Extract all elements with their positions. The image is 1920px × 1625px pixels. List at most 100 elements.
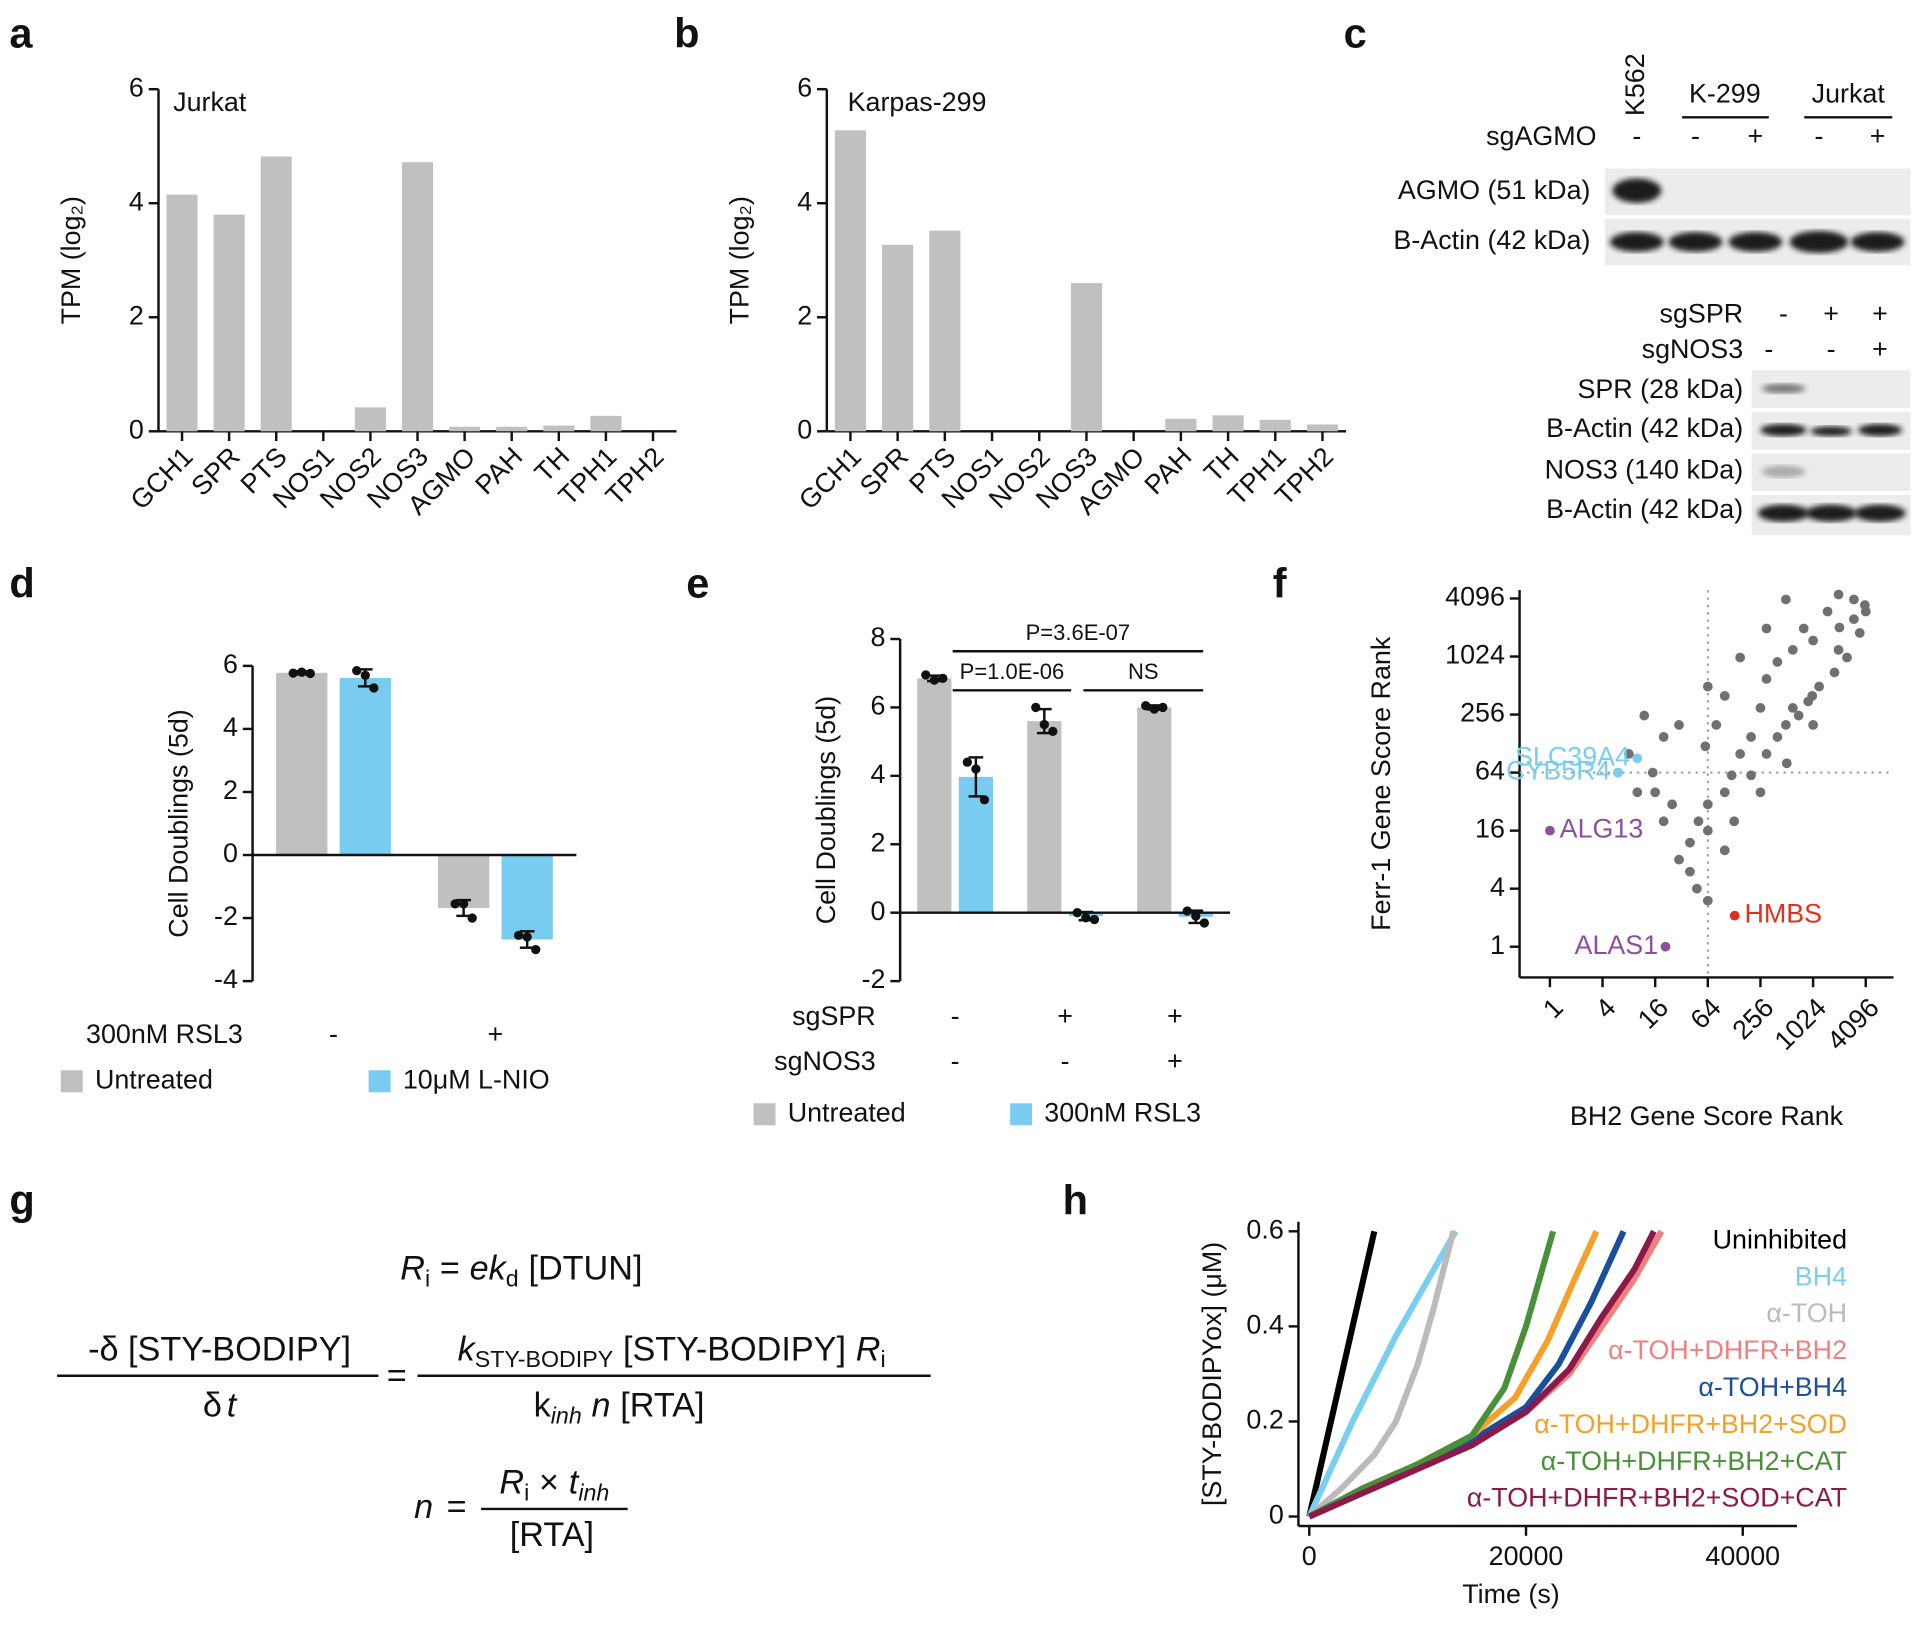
equation: Ri × tinh bbox=[499, 1464, 609, 1506]
data-point bbox=[531, 944, 541, 955]
equation: n bbox=[414, 1488, 433, 1526]
legend-label: Untreated bbox=[95, 1064, 213, 1094]
y-tick-label: -2 bbox=[862, 964, 886, 994]
data-point bbox=[1842, 652, 1852, 663]
data-point bbox=[1702, 825, 1713, 836]
eq-part: ek bbox=[470, 1250, 508, 1288]
eq-part: R bbox=[400, 1250, 425, 1288]
data-point bbox=[1772, 657, 1783, 667]
y-tick-label: 4096 bbox=[1445, 582, 1505, 612]
blot-band bbox=[1668, 232, 1723, 252]
legend-label: Uninhibited bbox=[1713, 1224, 1847, 1254]
row-value: + bbox=[1057, 1001, 1073, 1031]
highlight-point bbox=[1660, 941, 1671, 952]
x-tick-label: 4096 bbox=[1821, 992, 1884, 1055]
legend-label: BH4 bbox=[1795, 1261, 1847, 1291]
data-line bbox=[1306, 1230, 1378, 1518]
bar bbox=[260, 156, 292, 432]
data-point bbox=[1798, 623, 1809, 634]
data-point bbox=[938, 673, 948, 683]
blot-band bbox=[1728, 232, 1783, 252]
x-tick-label: 4 bbox=[1590, 992, 1622, 1024]
bar bbox=[339, 677, 391, 856]
bar bbox=[1137, 707, 1172, 913]
blot-band bbox=[1757, 504, 1810, 522]
cell-line: Jurkat bbox=[1812, 78, 1886, 108]
data-point bbox=[1658, 732, 1669, 742]
blot-band bbox=[1850, 232, 1905, 252]
y-tick-label: 6 bbox=[223, 649, 238, 679]
data-point bbox=[1761, 623, 1772, 634]
row-value: - bbox=[1061, 1046, 1070, 1076]
data-point bbox=[1700, 741, 1711, 752]
bar bbox=[1212, 415, 1244, 432]
data-point bbox=[1674, 720, 1684, 730]
data-point bbox=[1089, 914, 1100, 925]
x-tick-label: SPR bbox=[185, 441, 245, 501]
data-point bbox=[1081, 913, 1091, 923]
data-point bbox=[1755, 703, 1766, 713]
panel-label: c bbox=[1344, 10, 1367, 57]
bar bbox=[213, 214, 245, 432]
y-tick-label: 1024 bbox=[1445, 640, 1505, 670]
data-line bbox=[1307, 1230, 1557, 1520]
eq-part: = bbox=[440, 1250, 460, 1288]
data-point bbox=[352, 665, 362, 676]
blot-band bbox=[1612, 178, 1662, 203]
blot-band bbox=[1761, 383, 1806, 394]
y-tick-label: 4 bbox=[223, 712, 238, 742]
y-tick-label: 0 bbox=[871, 896, 886, 926]
legend-label: α-TOH+DHFR+BH2 bbox=[1608, 1335, 1847, 1365]
y-tick-label: 0 bbox=[1269, 1500, 1284, 1530]
highlight-point bbox=[1545, 825, 1555, 836]
y-tick-label: 8 bbox=[871, 622, 886, 652]
data-point bbox=[1702, 799, 1713, 810]
x-tick-label: 20000 bbox=[1489, 1541, 1564, 1571]
data-point bbox=[369, 683, 379, 693]
data-point bbox=[1726, 770, 1737, 781]
equation: [RTA] bbox=[510, 1516, 594, 1554]
panel-label: h bbox=[1063, 1176, 1088, 1223]
legend-label: α-TOH+DHFR+BH2+SOD bbox=[1534, 1409, 1847, 1439]
row-value: + bbox=[488, 1019, 504, 1049]
x-tick-label: SPR bbox=[854, 441, 914, 501]
highlight-point bbox=[1632, 753, 1643, 764]
x-tick-label: 16 bbox=[1632, 992, 1674, 1034]
data-point bbox=[1719, 787, 1730, 798]
data-line bbox=[1308, 1229, 1657, 1520]
y-axis-label: TPM (log₂) bbox=[56, 196, 86, 324]
data-point bbox=[1807, 690, 1818, 701]
data-point bbox=[1781, 758, 1792, 769]
data-point bbox=[1829, 667, 1840, 678]
y-tick-label: 4 bbox=[1490, 872, 1505, 902]
data-point bbox=[1808, 635, 1818, 646]
bar bbox=[1259, 419, 1291, 432]
blot-band bbox=[1789, 230, 1849, 253]
data-point bbox=[1685, 866, 1695, 877]
data-point bbox=[921, 670, 931, 680]
panel-label: a bbox=[9, 10, 33, 57]
lane-sign: + bbox=[1872, 334, 1888, 364]
y-tick-label: 16 bbox=[1475, 814, 1505, 844]
data-point bbox=[1639, 710, 1650, 721]
data-point bbox=[1761, 674, 1772, 684]
eq-part: R bbox=[499, 1464, 524, 1502]
bar bbox=[401, 162, 434, 432]
y-tick-label: 1 bbox=[1490, 930, 1505, 960]
x-tick-label: PAH bbox=[469, 441, 528, 500]
x-tick-label: 0 bbox=[1302, 1541, 1317, 1571]
row-label: sgNOS3 bbox=[1642, 334, 1744, 364]
data-point bbox=[1141, 701, 1151, 711]
data-point bbox=[1719, 845, 1730, 856]
data-point bbox=[1746, 770, 1756, 781]
data-point bbox=[1702, 895, 1713, 906]
data-point bbox=[513, 930, 524, 941]
bar bbox=[354, 407, 386, 432]
data-point bbox=[1859, 600, 1870, 610]
data-point bbox=[1729, 816, 1740, 827]
annotation: Jurkat bbox=[173, 87, 247, 117]
y-tick-label: 64 bbox=[1475, 756, 1505, 786]
data-point bbox=[1149, 704, 1159, 714]
